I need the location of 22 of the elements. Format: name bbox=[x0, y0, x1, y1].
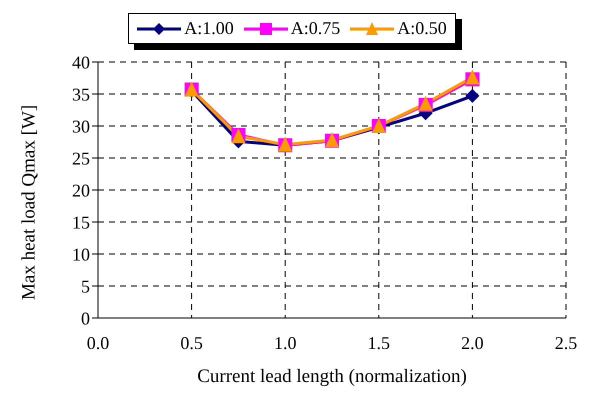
x-tick-label: 0.0 bbox=[86, 332, 110, 353]
y-tick-label: 35 bbox=[72, 84, 90, 104]
y-tick-label: 10 bbox=[72, 244, 90, 264]
x-tick-label: 1.0 bbox=[274, 332, 296, 353]
legend-label: A:0.50 bbox=[397, 18, 447, 39]
point bbox=[465, 69, 480, 84]
x-tick-label: 1.5 bbox=[368, 332, 390, 353]
x-tick-label: 2.0 bbox=[461, 332, 484, 353]
y-tick-label: 40 bbox=[72, 52, 90, 72]
y-tick-label: 5 bbox=[81, 276, 90, 296]
y-axis-title: Max heat load Qmax [W] bbox=[18, 104, 40, 300]
x-tick-label: 0.5 bbox=[180, 332, 203, 353]
legend-label: A:1.00 bbox=[184, 18, 234, 39]
y-tick-label: 25 bbox=[72, 148, 90, 168]
legend-label: A:0.75 bbox=[290, 18, 340, 39]
y-tick-label: 20 bbox=[72, 180, 90, 200]
point bbox=[465, 88, 480, 103]
y-tick-label: 30 bbox=[72, 116, 90, 136]
x-tick-label: 2.5 bbox=[554, 332, 578, 353]
y-tick-label: 0 bbox=[81, 308, 90, 328]
x-axis-title: Current lead length (normalization) bbox=[197, 366, 467, 387]
y-tick-label: 15 bbox=[72, 212, 90, 232]
